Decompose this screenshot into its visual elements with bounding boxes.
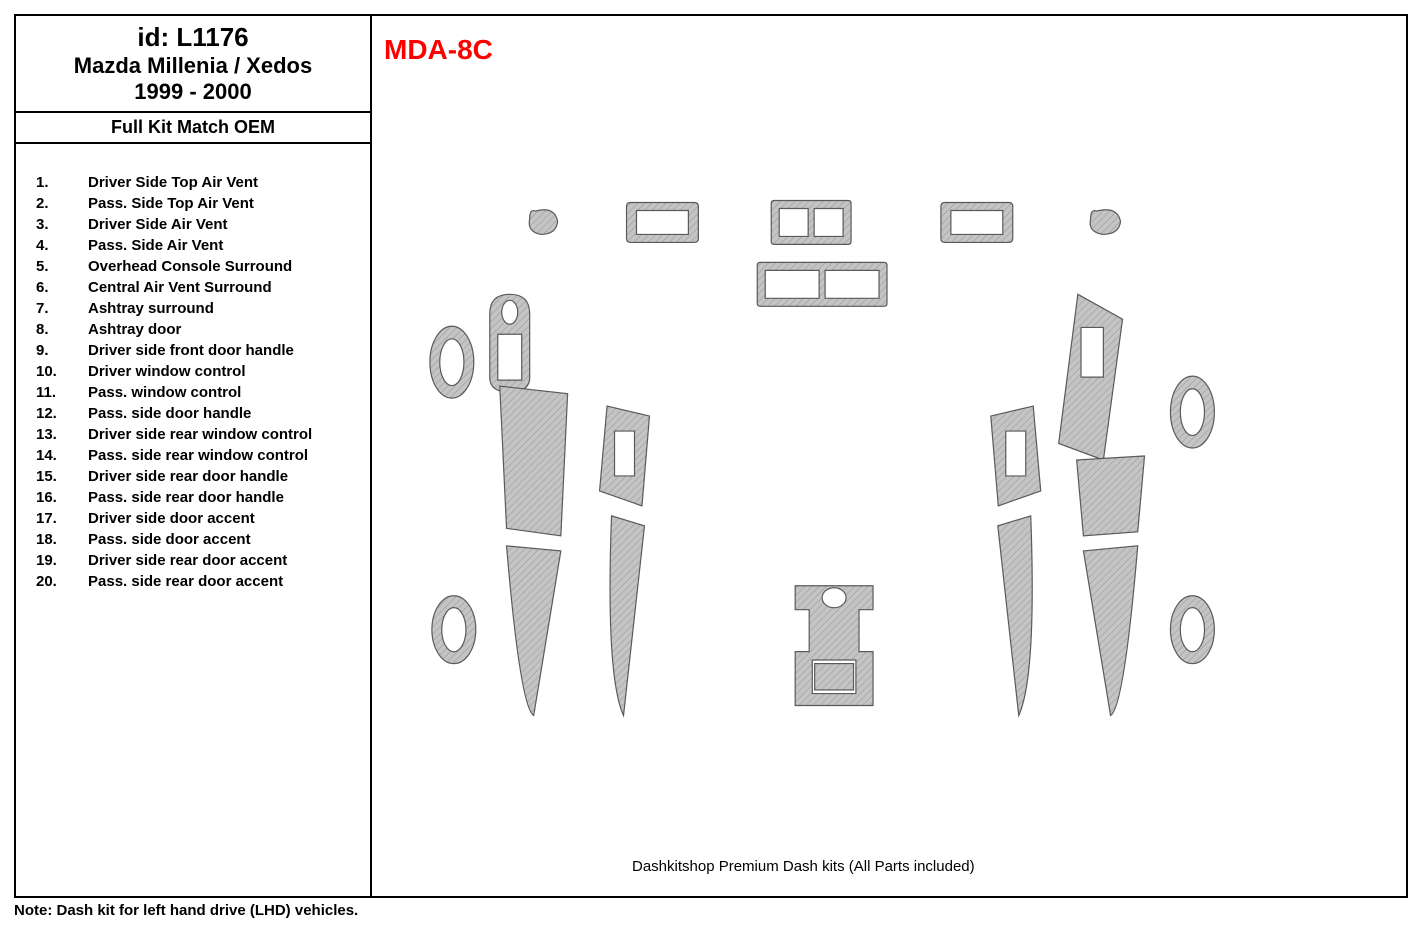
part-label: Driver Side Top Air Vent: [88, 172, 258, 193]
parts-list-item: 1.Driver Side Top Air Vent: [36, 172, 360, 193]
parts-list-item: 15.Driver side rear door handle: [36, 466, 360, 487]
part-label: Pass. window control: [88, 382, 241, 403]
part-number: 14.: [36, 445, 88, 466]
part-label: Driver Side Air Vent: [88, 214, 228, 235]
part-label: Overhead Console Surround: [88, 256, 292, 277]
parts-list-container: 1.Driver Side Top Air Vent2.Pass. Side T…: [16, 144, 370, 896]
parts-list-item: 11.Pass. window control: [36, 382, 360, 403]
part-number: 16.: [36, 487, 88, 508]
parts-list-item: 10.Driver window control: [36, 361, 360, 382]
part-number: 19.: [36, 550, 88, 571]
part-number: 3.: [36, 214, 88, 235]
model-years: 1999 - 2000: [20, 79, 366, 105]
part-label: Ashtray door: [88, 319, 181, 340]
part-label: Pass. side door accent: [88, 529, 251, 550]
diagram-footer: Dashkitshop Premium Dash kits (All Parts…: [632, 858, 975, 875]
parts-list-item: 19.Driver side rear door accent: [36, 550, 360, 571]
document-frame: id: L1176 Mazda Millenia / Xedos 1999 - …: [14, 14, 1408, 898]
part-label: Pass. side door handle: [88, 403, 251, 424]
part-label: Driver side rear window control: [88, 424, 312, 445]
diagram-panel: MDA-8C Dashkitshop Premium Dash kits (Al…: [372, 16, 1406, 896]
part-number: 10.: [36, 361, 88, 382]
part-number: 15.: [36, 466, 88, 487]
parts-list-item: 14.Pass. side rear window control: [36, 445, 360, 466]
part-number: 7.: [36, 298, 88, 319]
info-panel: id: L1176 Mazda Millenia / Xedos 1999 - …: [16, 16, 372, 896]
header-block: id: L1176 Mazda Millenia / Xedos 1999 - …: [16, 16, 370, 113]
part-number: 17.: [36, 508, 88, 529]
parts-list-item: 13.Driver side rear window control: [36, 424, 360, 445]
parts-list-item: 3.Driver Side Air Vent: [36, 214, 360, 235]
parts-list-item: 2.Pass. Side Top Air Vent: [36, 193, 360, 214]
part-number: 20.: [36, 571, 88, 592]
parts-list-item: 5.Overhead Console Surround: [36, 256, 360, 277]
parts-list-item: 4.Pass. Side Air Vent: [36, 235, 360, 256]
part-label: Driver side rear door accent: [88, 550, 287, 571]
part-number: 5.: [36, 256, 88, 277]
part-label: Driver side rear door handle: [88, 466, 288, 487]
parts-list: 1.Driver Side Top Air Vent2.Pass. Side T…: [36, 172, 360, 592]
part-label: Pass. Side Air Vent: [88, 235, 223, 256]
parts-list-item: 8.Ashtray door: [36, 319, 360, 340]
part-label: Driver window control: [88, 361, 246, 382]
parts-list-item: 16.Pass. side rear door handle: [36, 487, 360, 508]
parts-diagram: [372, 16, 1406, 896]
parts-list-item: 9.Driver side front door handle: [36, 340, 360, 361]
parts-list-item: 18.Pass. side door accent: [36, 529, 360, 550]
parts-list-item: 12.Pass. side door handle: [36, 403, 360, 424]
parts-list-item: 17.Driver side door accent: [36, 508, 360, 529]
part-label: Central Air Vent Surround: [88, 277, 272, 298]
part-number: 11.: [36, 382, 88, 403]
footnote: Note: Dash kit for left hand drive (LHD)…: [14, 902, 358, 919]
part-label: Pass. side rear window control: [88, 445, 308, 466]
part-number: 4.: [36, 235, 88, 256]
kit-subtitle: Full Kit Match OEM: [16, 113, 370, 144]
part-label: Driver side front door handle: [88, 340, 294, 361]
part-label: Ashtray surround: [88, 298, 214, 319]
part-number: 8.: [36, 319, 88, 340]
part-number: 6.: [36, 277, 88, 298]
part-label: Pass. side rear door handle: [88, 487, 284, 508]
part-number: 9.: [36, 340, 88, 361]
parts-list-item: 20.Pass. side rear door accent: [36, 571, 360, 592]
part-label: Driver side door accent: [88, 508, 255, 529]
part-number: 1.: [36, 172, 88, 193]
product-id: id: L1176: [20, 22, 366, 53]
part-number: 18.: [36, 529, 88, 550]
parts-list-item: 6.Central Air Vent Surround: [36, 277, 360, 298]
parts-list-item: 7.Ashtray surround: [36, 298, 360, 319]
part-label: Pass. side rear door accent: [88, 571, 283, 592]
part-label: Pass. Side Top Air Vent: [88, 193, 254, 214]
part-number: 12.: [36, 403, 88, 424]
model-name: Mazda Millenia / Xedos: [20, 53, 366, 79]
part-number: 13.: [36, 424, 88, 445]
part-number: 2.: [36, 193, 88, 214]
